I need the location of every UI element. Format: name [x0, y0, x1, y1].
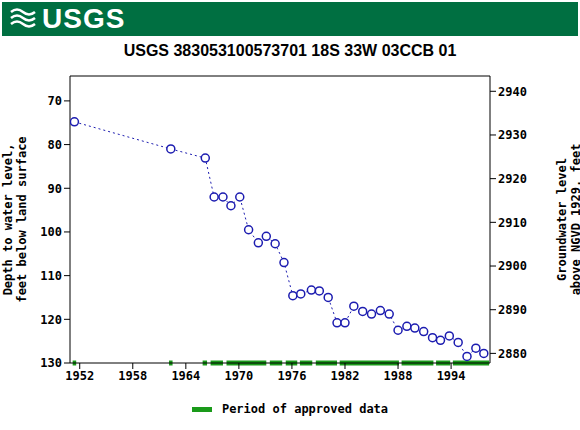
svg-text:2890: 2890	[498, 303, 527, 317]
svg-text:2910: 2910	[498, 216, 527, 230]
svg-text:Depth to water level,feet belo: Depth to water level,feet below land sur…	[8, 136, 29, 302]
svg-text:100: 100	[40, 225, 62, 239]
svg-text:Groundwater levelabove NGVD 19: Groundwater levelabove NGVD 1929, feet	[555, 144, 572, 296]
html-text:Period of approved data: Period of approved data	[221, 402, 389, 416]
svg-text:2930: 2930	[498, 128, 527, 142]
html-text:USGS: USGS	[42, 3, 126, 34]
svg-text:1994: 1994	[437, 369, 466, 383]
html-text:USGS 383053100573701 18S 33W 0: USGS 383053100573701 18S 33W 03CCB 01	[123, 42, 457, 59]
svg-text:1982: 1982	[331, 369, 360, 383]
svg-text:1970: 1970	[224, 369, 253, 383]
svg-text:120: 120	[40, 313, 62, 327]
svg-text:1976: 1976	[277, 369, 306, 383]
svg-text:80: 80	[48, 138, 62, 152]
svg-text:70: 70	[48, 94, 62, 108]
svg-text:1988: 1988	[384, 369, 413, 383]
svg-text:1952: 1952	[65, 369, 94, 383]
svg-text:2880: 2880	[498, 347, 527, 361]
svg-text:1964: 1964	[171, 369, 200, 383]
svg-text:2940: 2940	[498, 85, 527, 99]
svg-text:130: 130	[40, 356, 62, 370]
svg-text:1958: 1958	[118, 369, 147, 383]
svg-text:110: 110	[40, 269, 62, 283]
svg-text:2920: 2920	[498, 172, 527, 186]
svg-text:2900: 2900	[498, 259, 527, 273]
svg-text:90: 90	[48, 182, 62, 196]
